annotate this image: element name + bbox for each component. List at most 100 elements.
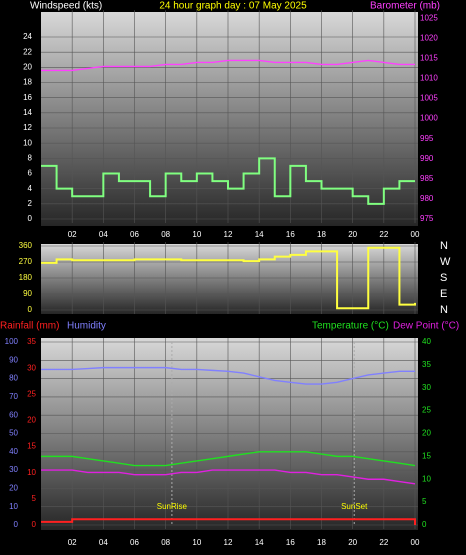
x-tick-label: 18	[317, 230, 326, 239]
y-axis-label: Windspeed (kts)	[30, 1, 102, 12]
y2-tick-label: 1020	[420, 33, 438, 42]
y2-tick-label: 25	[422, 406, 431, 415]
y-tick-label: 2	[28, 199, 33, 208]
y-tick-label: 60	[9, 410, 18, 419]
y-tick-label: 4	[28, 184, 33, 193]
x-tick-label: 04	[99, 230, 108, 239]
y2-tick-label: 1025	[420, 13, 438, 22]
y-tick-label: 360	[19, 241, 33, 250]
y3-tick-label: 20	[27, 416, 36, 425]
y2-tick-label: S	[440, 272, 447, 284]
legend-humidity: Humidity	[67, 321, 106, 332]
y2-tick-label: 985	[420, 174, 434, 183]
y-tick-label: 270	[19, 257, 33, 266]
series-line	[41, 518, 416, 525]
legend-dew-point: Dew Point (°C)	[393, 321, 459, 332]
series-line	[41, 246, 416, 310]
y2-tick-label: 35	[422, 360, 431, 369]
y2-tick-label: 995	[420, 134, 434, 143]
panel-temperature	[41, 338, 418, 530]
y2-tick-label: N	[440, 240, 448, 252]
y2-tick-label: N	[440, 304, 448, 316]
y-tick-label: 10	[9, 502, 18, 511]
y-tick-label: 0	[28, 305, 33, 314]
y-tick-label: 30	[9, 465, 18, 474]
series-line	[41, 451, 416, 467]
x-tick-label: 12	[224, 538, 233, 547]
y3-tick-label: 10	[27, 468, 36, 477]
series-line	[41, 469, 416, 485]
x-tick-label: 20	[348, 230, 357, 239]
y2-tick-label: 15	[422, 451, 431, 460]
y-tick-label: 0	[28, 214, 33, 223]
y-tick-label: 20	[9, 484, 18, 493]
x-tick-label: 02	[68, 538, 77, 547]
panel-wind	[41, 12, 418, 226]
x-tick-label: 06	[130, 230, 139, 239]
y-tick-label: 18	[23, 78, 32, 87]
y3-tick-label: 35	[27, 337, 36, 346]
x-tick-label: 18	[317, 538, 326, 547]
panel-direction	[41, 244, 418, 314]
x-tick-label: 10	[192, 230, 201, 239]
annotation-label: SunRise	[157, 502, 188, 511]
y-tick-label: 40	[9, 447, 18, 456]
y-tick-label: 80	[9, 374, 18, 383]
x-tick-label: 08	[161, 538, 170, 547]
y-tick-label: 180	[19, 273, 33, 282]
y2-tick-label: 980	[420, 194, 434, 203]
y-tick-label: 20	[23, 62, 32, 71]
x-tick-label: 00	[411, 230, 420, 239]
y3-tick-label: 5	[32, 494, 37, 503]
series-line	[41, 59, 415, 72]
x-tick-label: 20	[348, 538, 357, 547]
y2-tick-label: 990	[420, 154, 434, 163]
y-tick-label: 14	[23, 108, 32, 117]
y3-tick-label: 15	[27, 442, 36, 451]
x-tick-label: 12	[224, 230, 233, 239]
y3-tick-label: 25	[27, 389, 36, 398]
series-line	[41, 157, 415, 205]
y2-tick-label: 5	[422, 497, 427, 506]
y2-tick-label: 20	[422, 429, 431, 438]
y-tick-label: 0	[14, 520, 19, 529]
y2-tick-label: 1010	[420, 74, 438, 83]
y2-tick-label: 10	[422, 474, 431, 483]
x-tick-label: 00	[411, 538, 420, 547]
annotation-label: SunSet	[341, 502, 368, 511]
x-tick-label: 14	[255, 230, 264, 239]
y-tick-label: 50	[9, 429, 18, 438]
y3-tick-label: 30	[27, 363, 36, 372]
y-tick-label: 100	[5, 337, 19, 346]
y-tick-label: 6	[28, 169, 33, 178]
y2-tick-label: 1015	[420, 54, 438, 63]
series-line	[41, 366, 415, 385]
y-tick-label: 10	[23, 138, 32, 147]
legend-rainfall: Rainfall (mm)	[0, 321, 59, 332]
y2-tick-label: W	[440, 256, 451, 268]
y2-tick-label: E	[440, 288, 447, 300]
y-tick-label: 90	[9, 355, 18, 364]
y2-axis-label: Barometer (mb)	[370, 1, 440, 12]
x-tick-label: 10	[192, 538, 201, 547]
x-tick-label: 08	[161, 230, 170, 239]
x-tick-label: 04	[99, 538, 108, 547]
y-tick-label: 8	[28, 153, 33, 162]
x-tick-label: 16	[286, 230, 295, 239]
x-tick-label: 06	[130, 538, 139, 547]
y2-tick-label: 1005	[420, 94, 438, 103]
y2-tick-label: 1000	[420, 114, 438, 123]
y-tick-label: 22	[23, 47, 32, 56]
x-tick-label: 02	[68, 230, 77, 239]
y-tick-label: 24	[23, 32, 32, 41]
y2-tick-label: 40	[422, 337, 431, 346]
chart-title: 24 hour graph day : 07 May 2025	[159, 1, 307, 12]
y-tick-label: 12	[23, 123, 32, 132]
x-tick-label: 22	[379, 538, 388, 547]
y2-tick-label: 0	[422, 520, 427, 529]
y2-tick-label: 30	[422, 383, 431, 392]
x-tick-label: 14	[255, 538, 264, 547]
y-tick-label: 90	[23, 289, 32, 298]
y2-tick-label: 975	[420, 214, 434, 223]
